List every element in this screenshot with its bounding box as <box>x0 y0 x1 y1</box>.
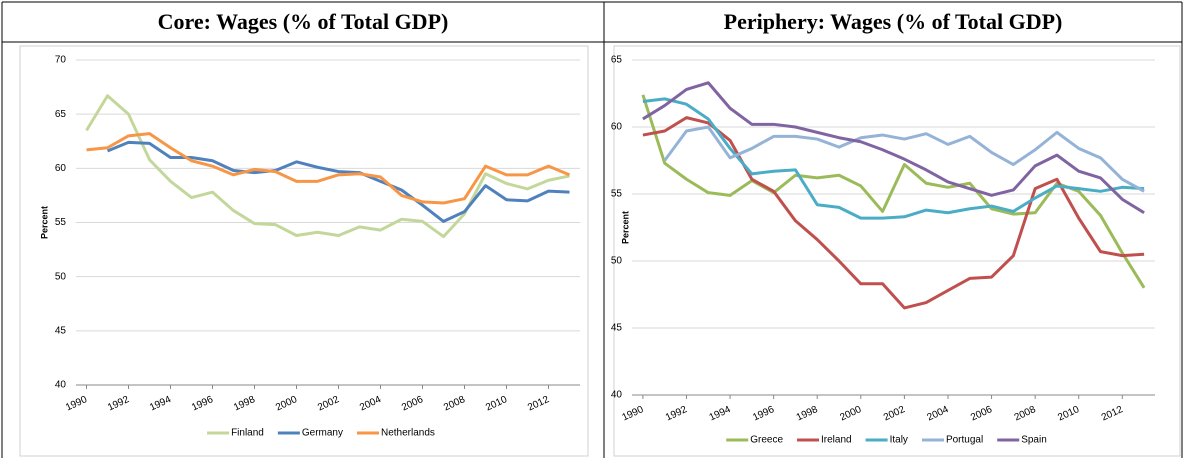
legend-label: Greece <box>750 435 783 446</box>
x-tick-label: 1996 <box>751 404 776 424</box>
y-tick-label: 50 <box>55 271 67 282</box>
legend-label: Netherlands <box>381 428 435 439</box>
y-axis-label: Percent <box>620 211 630 244</box>
x-tick-label: 2006 <box>400 394 425 414</box>
y-tick-label: 55 <box>611 189 623 200</box>
x-tick-label: 2002 <box>316 394 341 414</box>
x-tick-label: 1998 <box>795 404 820 424</box>
y-tick-label: 45 <box>55 325 67 336</box>
y-tick-label: 40 <box>611 390 623 401</box>
y-axis-label: Percent <box>39 206 49 239</box>
series-line <box>86 132 571 205</box>
y-tick-label: 65 <box>55 109 67 120</box>
y-tick-label: 60 <box>55 163 67 174</box>
x-tick-label: 2008 <box>442 394 467 414</box>
x-tick-label: 1994 <box>708 404 733 424</box>
legend-label: Portugal <box>946 435 983 446</box>
x-tick-label: 2006 <box>969 404 994 424</box>
chart-frame <box>613 45 1181 457</box>
y-tick-label: 50 <box>611 256 623 267</box>
series-line <box>663 125 1145 193</box>
y-tick-label: 45 <box>611 323 623 334</box>
x-tick-label: 1996 <box>190 394 215 414</box>
series-line <box>85 94 570 239</box>
y-tick-label: 55 <box>55 217 67 228</box>
x-tick-label: 1994 <box>148 394 173 414</box>
y-tick-label: 70 <box>55 55 67 66</box>
series-line <box>641 94 1146 289</box>
legend-label: Ireland <box>821 435 852 446</box>
x-tick-label: 2000 <box>838 404 863 424</box>
series-line <box>642 116 1145 310</box>
y-tick-label: 60 <box>611 122 623 133</box>
x-tick-label: 2004 <box>358 394 383 414</box>
y-tick-label: 40 <box>55 380 67 391</box>
x-tick-label: 1992 <box>106 394 131 414</box>
x-tick-label: 1990 <box>620 404 645 424</box>
chart-title: Periphery: Wages (% of Total GDP) <box>724 9 1063 34</box>
x-tick-label: 2008 <box>1013 404 1038 424</box>
x-tick-label: 1998 <box>232 394 257 414</box>
x-tick-label: 2012 <box>526 394 551 414</box>
x-tick-label: 1992 <box>664 404 689 424</box>
x-tick-label: 2002 <box>882 404 907 424</box>
legend-label: Spain <box>1021 435 1047 446</box>
x-tick-label: 2010 <box>1056 404 1081 424</box>
chart-frame <box>19 45 589 457</box>
x-tick-label: 2004 <box>926 404 951 424</box>
series-line <box>642 81 1145 215</box>
chart-title: Core: Wages (% of Total GDP) <box>158 9 449 34</box>
legend-label: Finland <box>231 428 264 439</box>
legend-label: Italy <box>890 435 908 446</box>
x-tick-label: 2010 <box>484 394 509 414</box>
legend-label: Germany <box>302 428 343 439</box>
series-line <box>642 97 1145 220</box>
x-tick-label: 2012 <box>1100 404 1125 424</box>
y-tick-label: 65 <box>611 55 623 66</box>
x-tick-label: 2000 <box>274 394 299 414</box>
x-tick-label: 1990 <box>64 394 89 414</box>
